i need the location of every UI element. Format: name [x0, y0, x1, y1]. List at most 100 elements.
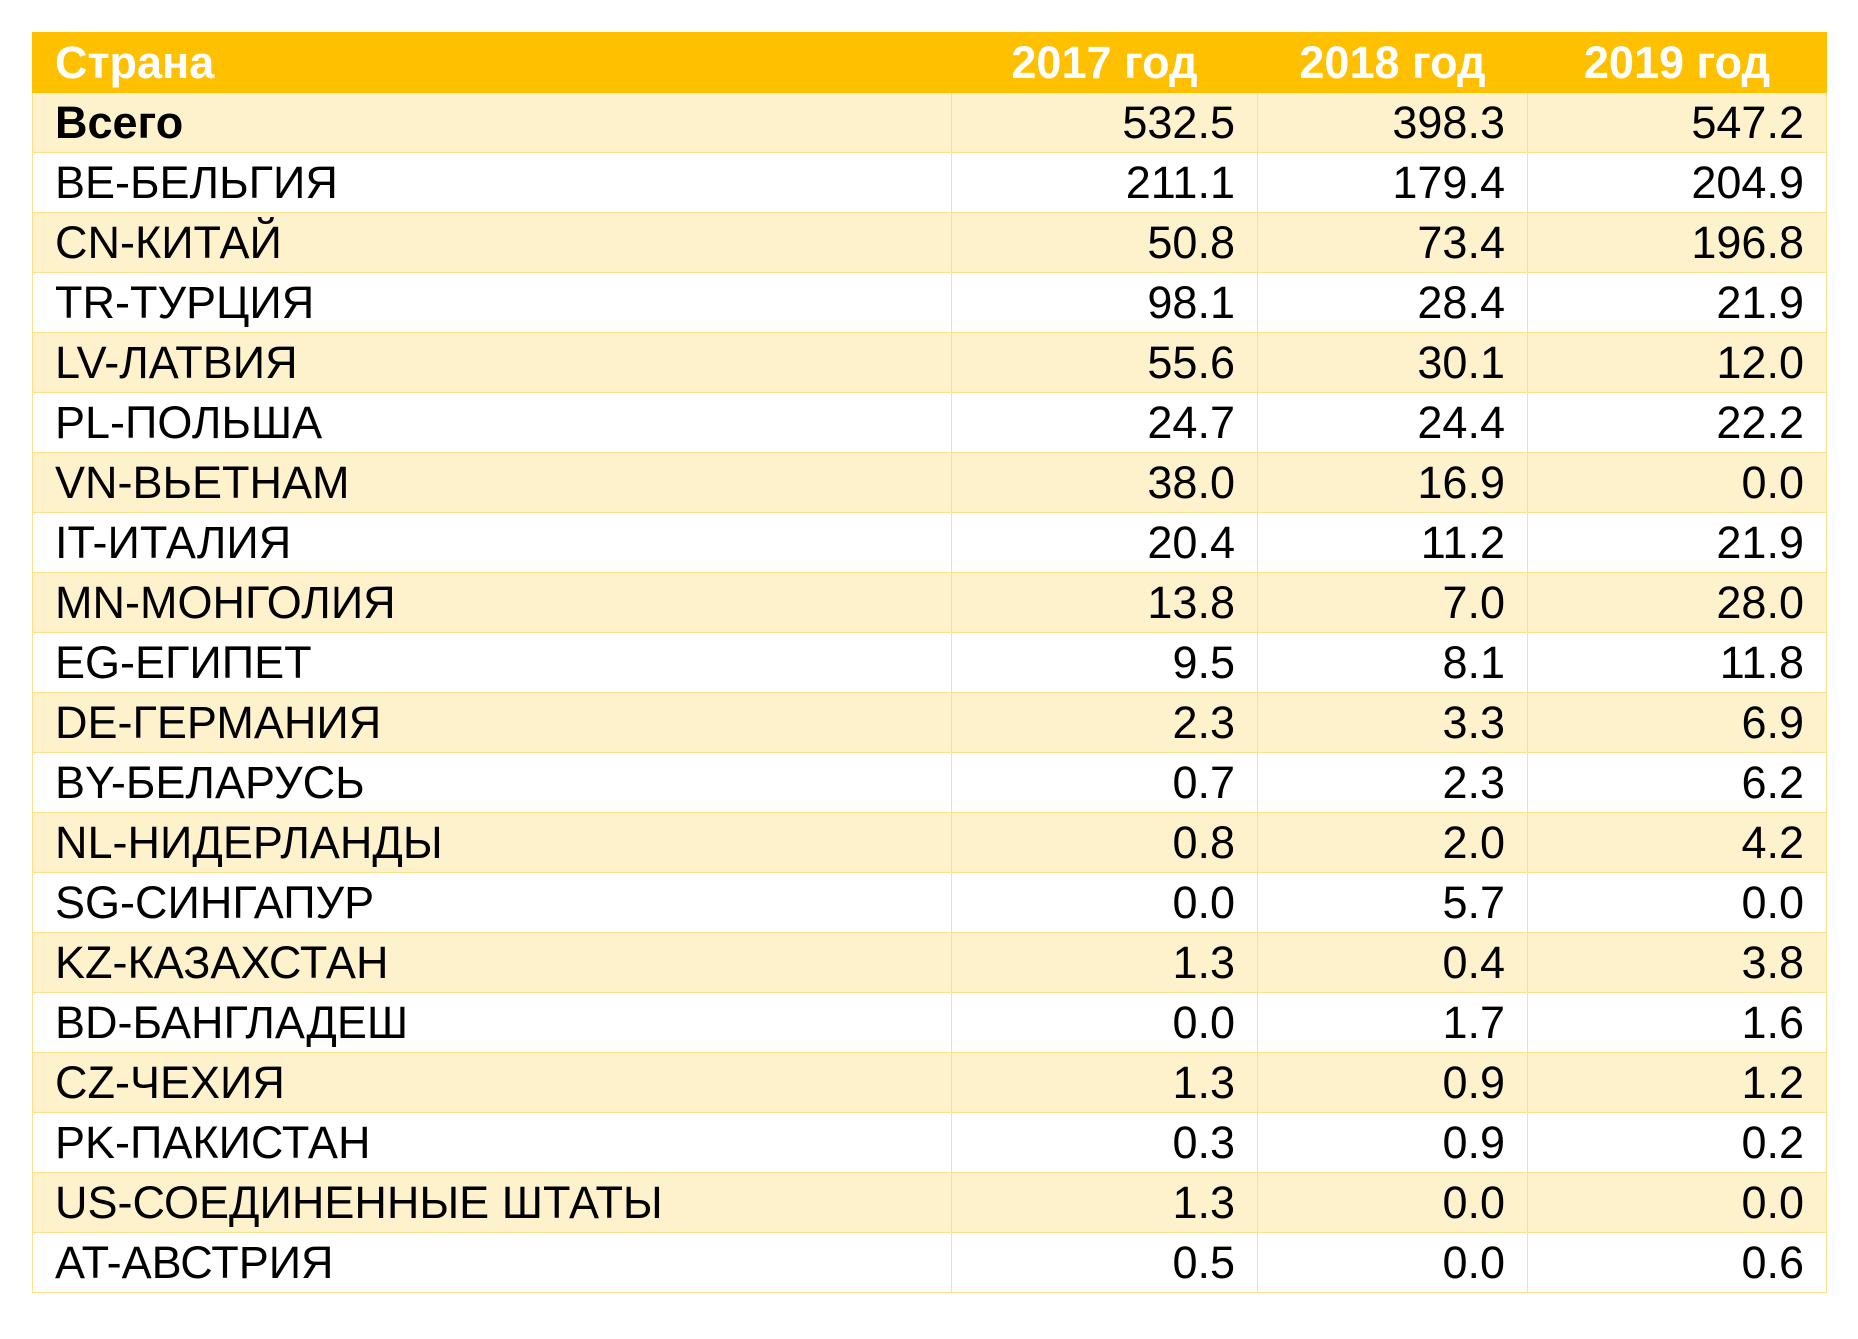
value-cell: 28.4	[1257, 272, 1528, 333]
value-cell: 12.0	[1527, 332, 1827, 393]
value-cell: 5.7	[1257, 872, 1528, 933]
value-cell: 547.2	[1527, 92, 1827, 153]
value-cell: 55.6	[951, 332, 1258, 393]
header-cell: 2018 год	[1257, 32, 1528, 93]
value-cell: 8.1	[1257, 632, 1528, 693]
value-cell: 196.8	[1527, 212, 1827, 273]
header-row: Страна 2017 год 2018 год 2019 год	[32, 32, 1827, 93]
value-cell: 0.3	[951, 1112, 1258, 1173]
value-cell: 0.0	[1257, 1172, 1528, 1233]
header-cell: 2019 год	[1527, 32, 1827, 93]
header-cell: Страна	[32, 32, 952, 93]
table-row: DE-ГЕРМАНИЯ 2.3 3.3 6.9	[32, 692, 1827, 753]
table-row: BE-БЕЛЬГИЯ 211.1 179.4 204.9	[32, 152, 1827, 213]
table-row: US-СОЕДИНЕННЫЕ ШТАТЫ 1.3 0.0 0.0	[32, 1172, 1827, 1233]
value-cell: 4.2	[1527, 812, 1827, 873]
value-cell: 24.4	[1257, 392, 1528, 453]
country-cell: PL-ПОЛЬША	[32, 392, 952, 453]
value-cell: 0.4	[1257, 932, 1528, 993]
header-cell: 2017 год	[951, 32, 1258, 93]
value-cell: 0.0	[1527, 872, 1827, 933]
table-row: IT-ИТАЛИЯ 20.4 11.2 21.9	[32, 512, 1827, 573]
country-cell: MN-МОНГОЛИЯ	[32, 572, 952, 633]
country-cell: PK-ПАКИСТАН	[32, 1112, 952, 1173]
value-cell: 0.8	[951, 812, 1258, 873]
value-cell: 30.1	[1257, 332, 1528, 393]
country-cell: LV-ЛАТВИЯ	[32, 332, 952, 393]
value-cell: 21.9	[1527, 272, 1827, 333]
country-cell: AT-АВСТРИЯ	[32, 1232, 952, 1293]
country-cell: DE-ГЕРМАНИЯ	[32, 692, 952, 753]
table-body: Всего 532.5 398.3 547.2 BE-БЕЛЬГИЯ 211.1 179.4…	[32, 92, 1827, 1293]
country-cell: KZ-КАЗАХСТАН	[32, 932, 952, 993]
value-cell: 211.1	[951, 152, 1258, 213]
country-cell: CN-КИТАЙ	[32, 212, 952, 273]
value-cell: 0.0	[1527, 1172, 1827, 1233]
country-cell: BD-БАНГЛАДЕШ	[32, 992, 952, 1053]
country-cell: Всего	[32, 92, 952, 153]
value-cell: 179.4	[1257, 152, 1528, 213]
table-row: CZ-ЧЕХИЯ 1.3 0.9 1.2	[32, 1052, 1827, 1113]
table-row: BY-БЕЛАРУСЬ 0.7 2.3 6.2	[32, 752, 1827, 813]
value-cell: 13.8	[951, 572, 1258, 633]
country-cell: BE-БЕЛЬГИЯ	[32, 152, 952, 213]
table-row: LV-ЛАТВИЯ 55.6 30.1 12.0	[32, 332, 1827, 393]
table-row: SG-СИНГАПУР 0.0 5.7 0.0	[32, 872, 1827, 933]
value-cell: 0.0	[951, 872, 1258, 933]
value-cell: 9.5	[951, 632, 1258, 693]
value-cell: 0.5	[951, 1232, 1258, 1293]
value-cell: 1.3	[951, 932, 1258, 993]
country-cell: NL-НИДЕРЛАНДЫ	[32, 812, 952, 873]
value-cell: 2.0	[1257, 812, 1528, 873]
value-cell: 2.3	[951, 692, 1258, 753]
country-cell: US-СОЕДИНЕННЫЕ ШТАТЫ	[32, 1172, 952, 1233]
country-cell: SG-СИНГАПУР	[32, 872, 952, 933]
value-cell: 21.9	[1527, 512, 1827, 573]
table-row: AT-АВСТРИЯ 0.5 0.0 0.6	[32, 1232, 1827, 1293]
table-row: BD-БАНГЛАДЕШ 0.0 1.7 1.6	[32, 992, 1827, 1053]
value-cell: 0.9	[1257, 1052, 1528, 1113]
value-cell: 0.2	[1527, 1112, 1827, 1173]
value-cell: 3.3	[1257, 692, 1528, 753]
table-row: CN-КИТАЙ 50.8 73.4 196.8	[32, 212, 1827, 273]
table-row: PL-ПОЛЬША 24.7 24.4 22.2	[32, 392, 1827, 453]
country-cell: EG-ЕГИПЕТ	[32, 632, 952, 693]
value-cell: 38.0	[951, 452, 1258, 513]
value-cell: 16.9	[1257, 452, 1528, 513]
value-cell: 6.2	[1527, 752, 1827, 813]
value-cell: 22.2	[1527, 392, 1827, 453]
country-cell: TR-ТУРЦИЯ	[32, 272, 952, 333]
value-cell: 204.9	[1527, 152, 1827, 213]
country-cell: CZ-ЧЕХИЯ	[32, 1052, 952, 1113]
table-row: PK-ПАКИСТАН 0.3 0.9 0.2	[32, 1112, 1827, 1173]
value-cell: 6.9	[1527, 692, 1827, 753]
data-table: Страна 2017 год 2018 год 2019 год Всего 532.…	[32, 32, 1827, 1293]
value-cell: 398.3	[1257, 92, 1528, 153]
value-cell: 3.8	[1527, 932, 1827, 993]
table-row: TR-ТУРЦИЯ 98.1 28.4 21.9	[32, 272, 1827, 333]
table-row: MN-МОНГОЛИЯ 13.8 7.0 28.0	[32, 572, 1827, 633]
value-cell: 24.7	[951, 392, 1258, 453]
country-cell: IT-ИТАЛИЯ	[32, 512, 952, 573]
value-cell: 2.3	[1257, 752, 1528, 813]
table-row: EG-ЕГИПЕТ 9.5 8.1 11.8	[32, 632, 1827, 693]
value-cell: 0.7	[951, 752, 1258, 813]
value-cell: 28.0	[1527, 572, 1827, 633]
value-cell: 50.8	[951, 212, 1258, 273]
table-row: VN-ВЬЕТНАМ 38.0 16.9 0.0	[32, 452, 1827, 513]
table-row: KZ-КАЗАХСТАН 1.3 0.4 3.8	[32, 932, 1827, 993]
value-cell: 0.0	[1527, 452, 1827, 513]
value-cell: 11.8	[1527, 632, 1827, 693]
table-row: Всего 532.5 398.3 547.2	[32, 92, 1827, 153]
value-cell: 0.9	[1257, 1112, 1528, 1173]
value-cell: 7.0	[1257, 572, 1528, 633]
value-cell: 11.2	[1257, 512, 1528, 573]
country-cell: BY-БЕЛАРУСЬ	[32, 752, 952, 813]
value-cell: 73.4	[1257, 212, 1528, 273]
value-cell: 98.1	[951, 272, 1258, 333]
value-cell: 0.0	[951, 992, 1258, 1053]
value-cell: 1.6	[1527, 992, 1827, 1053]
country-cell: VN-ВЬЕТНАМ	[32, 452, 952, 513]
value-cell: 532.5	[951, 92, 1258, 153]
